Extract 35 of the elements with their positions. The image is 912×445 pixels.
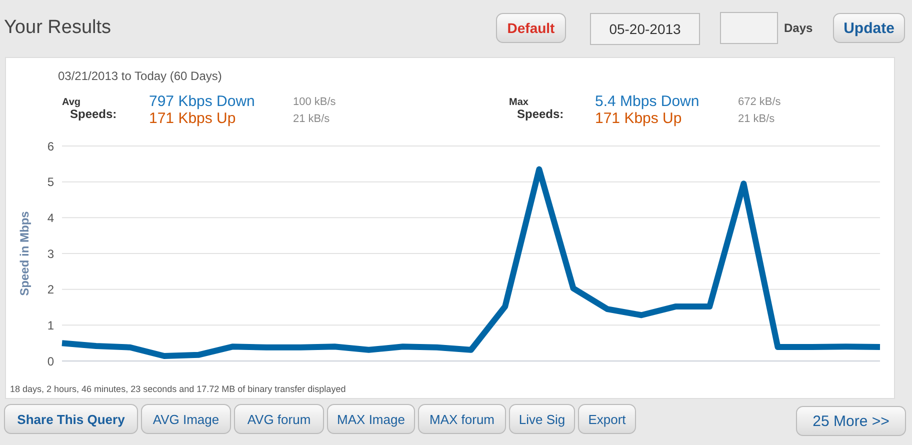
text: 05-20-2013: [590, 13, 700, 45]
text: 18 days, 2 hours, 46 minutes, 23 seconds and 17.72 MB of binary transfer displayed: [10, 384, 346, 394]
text: Default: [496, 13, 566, 43]
text: 171 Kbps Up: [149, 110, 236, 127]
text: 25 More >>: [796, 406, 906, 436]
text: 171 Kbps Up: [595, 110, 682, 127]
text: Share This Query: [4, 404, 138, 434]
y-tick-label: 1: [47, 318, 54, 332]
y-axis-title: Speed in Mbps: [17, 210, 32, 296]
text: 21 kB/s: [293, 113, 330, 125]
y-tick-label: 5: [47, 175, 54, 190]
y-tick-label: 0: [47, 354, 54, 368]
y-tick-label: 4: [47, 210, 54, 225]
y-tick-label: 3: [47, 246, 54, 261]
text: Avg: [62, 97, 81, 108]
text: Update: [833, 13, 905, 43]
text: Days: [784, 21, 813, 35]
text: MAX Image: [327, 404, 415, 434]
text: Live Sig: [509, 404, 575, 434]
text: AVG forum: [234, 404, 324, 434]
text: MAX forum: [418, 404, 506, 434]
text: Speeds:: [517, 107, 564, 121]
text: 100 kB/s: [293, 96, 336, 108]
y-tick-label: 2: [47, 282, 54, 297]
chart-title: Your Results: [4, 17, 112, 39]
text: 5.4 Mbps Down: [595, 93, 700, 110]
text: Speeds:: [70, 107, 117, 121]
text: 672 kB/s: [738, 96, 781, 108]
text: 21 kB/s: [738, 113, 775, 125]
y-tick-label: 6: [47, 139, 54, 154]
text: Max: [509, 97, 528, 108]
text: Export: [578, 404, 636, 434]
chart-subtitle: 03/21/2013 to Today (60 Days): [58, 69, 222, 83]
text: 797 Kbps Down: [149, 93, 255, 110]
text: AVG Image: [141, 404, 231, 434]
